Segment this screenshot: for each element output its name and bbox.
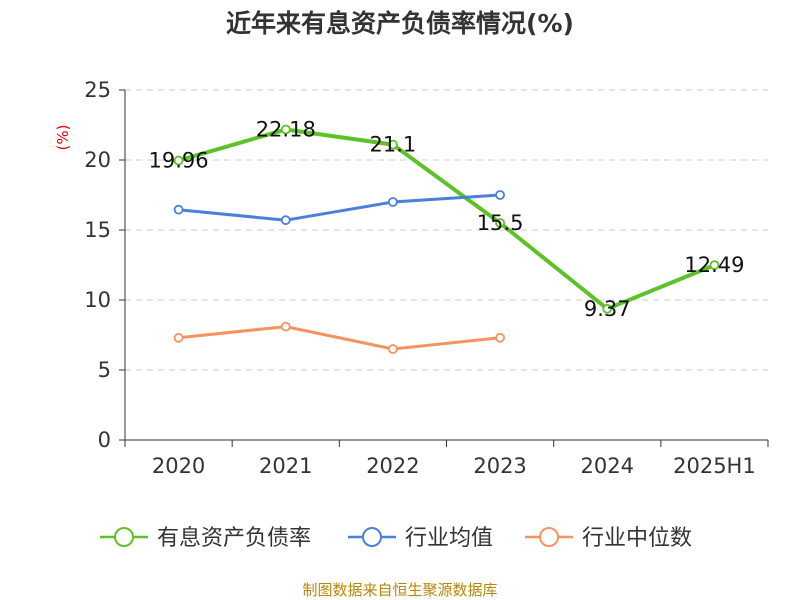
legend-marker [362,527,382,547]
x-tick-label: 2020 [152,454,205,478]
data-label: 22.18 [256,117,316,141]
grid-lines [125,89,768,371]
data-label: 21.1 [370,133,417,157]
y-axis-label: (%) [54,125,72,151]
series-2 [173,190,505,226]
data-point [173,332,184,343]
legend[interactable]: 有息资产负债率 行业均值 行业中位数 [100,526,692,551]
data-point [280,124,291,135]
x-tick-label: 2022 [366,454,419,478]
series-line [178,193,501,222]
data-point [280,215,291,226]
series [173,124,720,354]
legend-marker [539,527,559,547]
legend-label: 行业中位数 [582,526,692,551]
axes: 0 5 10 15 20 25 2020 2021 2022 2023 2024 2025H1 [84,78,769,478]
data-label: 12.49 [684,253,744,277]
legend-label: 有息资产负债率 [157,526,311,551]
data-point [495,190,505,200]
series-line [178,325,501,351]
data-point [388,139,398,150]
series-1 [173,124,720,314]
y-tick-label: 20 [84,148,111,172]
y-tick-label: 10 [84,288,111,312]
chart-title: 近年来有息资产负债率情况(%) [226,9,574,38]
data-label: 15.5 [477,211,524,235]
data-point [388,344,398,354]
series-line [178,127,716,311]
legend-label: 行业均值 [405,526,493,551]
data-point [280,321,291,332]
data-point [388,197,398,207]
data-label: 19.96 [149,149,209,173]
x-tick-label: 2021 [259,454,312,478]
data-point [173,155,184,166]
x-tick-label: 2024 [581,454,634,478]
source-note: 制图数据来自恒生聚源数据库 [302,581,497,599]
data-point [602,303,613,314]
data-point [495,218,505,228]
data-labels: 19.96 22.18 21.1 15.5 9.37 12.49 [149,117,745,320]
data-point [709,260,720,271]
y-tick-label: 15 [84,218,111,242]
legend-marker [114,527,134,547]
data-point [495,332,505,343]
x-tick-label: 2023 [473,454,526,478]
y-tick-label: 25 [84,78,111,102]
data-point [173,204,184,215]
series-3 [173,321,505,354]
y-tick-label: 5 [98,358,111,382]
x-tick-label: 2025H1 [673,454,756,478]
data-label: 9.37 [584,297,631,321]
legend-item-1[interactable]: 有息资产负债率 [100,526,311,551]
legend-item-2[interactable]: 行业均值 [348,526,493,551]
y-tick-label: 0 [98,428,111,452]
legend-item-3[interactable]: 行业中位数 [525,526,692,551]
